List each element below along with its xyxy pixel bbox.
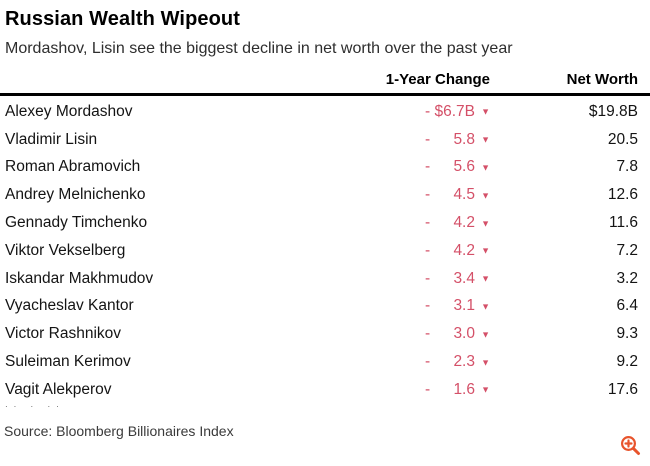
one-year-change-cell: - 3.0 ▼ (330, 325, 490, 343)
billionaire-name: Gennady Timchenko (5, 214, 148, 232)
column-header-1-year-change: 1-Year Change (385, 71, 490, 88)
net-worth-value: 9.3 (616, 325, 638, 343)
billionaire-name: Roman Abramovich (5, 158, 141, 176)
one-year-change-cell: - 1.6 ▼ (330, 381, 490, 399)
table-row: Vladimir Lisin - 5.8 ▼ 20.5 (5, 126, 638, 154)
change-value: 5.8 (453, 130, 475, 148)
change-minus-sign: - (425, 325, 431, 343)
billionaire-name: Andrey Melnichenko (5, 186, 146, 204)
net-worth-value: 7.2 (616, 241, 638, 259)
change-minus-sign: - (425, 380, 431, 398)
table-row: Gennady Timchenko - 4.2 ▼ 11.6 (5, 209, 638, 237)
column-header-net-worth: Net Worth (566, 71, 638, 88)
table-row: Suleiman Kerimov - 2.3 ▼ 9.2 (5, 348, 638, 376)
table-row: Viktor Vekselberg - 4.2 ▼ 7.2 (5, 237, 638, 265)
change-value: 3.1 (453, 297, 475, 315)
page-title: Russian Wealth Wipeout (5, 8, 241, 30)
change-value: 5.6 (453, 158, 475, 176)
page-subtitle: Mordashov, Lisin see the biggest decline… (5, 40, 513, 57)
one-year-change-cell: - 5.6 ▼ (330, 158, 490, 176)
change-minus-sign: - (425, 214, 431, 232)
one-year-change-cell: - $6.7B ▼ (330, 103, 490, 121)
change-value: 4.2 (453, 241, 475, 259)
billionaire-name: Iskandar Makhmudov (5, 269, 154, 287)
down-triangle-icon: ▼ (481, 301, 490, 312)
change-value: 3.4 (453, 269, 475, 287)
one-year-change-cell: - 2.3 ▼ (330, 353, 490, 371)
change-minus-sign: - (425, 102, 431, 120)
source-caption: Source: Bloomberg Billionaires Index (4, 422, 234, 439)
change-minus-sign: - (425, 158, 431, 176)
billionaire-name: Vladimir Lisin (5, 130, 98, 148)
down-triangle-icon: ▼ (481, 162, 490, 173)
table-row: Andrey Melnichenko - 4.5 ▼ 12.6 (5, 181, 638, 209)
zoom-in-button[interactable] (618, 433, 642, 457)
billionaire-name: Alexey Mordashov (5, 102, 133, 120)
one-year-change-cell: - 4.5 ▼ (330, 186, 490, 204)
change-value: 4.2 (453, 214, 475, 232)
net-worth-value: $19.8B (588, 102, 638, 120)
net-worth-value: 20.5 (607, 130, 638, 148)
down-triangle-icon: ▼ (481, 106, 490, 117)
table-row: Roman Abramovich - 5.6 ▼ 7.8 (5, 154, 638, 182)
table-row: Alexey Mordashov - $6.7B ▼ $19.8B (5, 98, 638, 126)
change-minus-sign: - (425, 297, 431, 315)
net-worth-value: 12.6 (607, 186, 638, 204)
one-year-change-cell: - 4.2 ▼ (330, 242, 490, 260)
table-header-row: 1-Year Change Net Worth (0, 71, 650, 96)
down-triangle-icon: ▼ (481, 357, 490, 368)
change-minus-sign: - (425, 269, 431, 287)
down-triangle-icon: ▼ (481, 329, 490, 340)
down-triangle-icon: ▼ (481, 218, 490, 229)
change-value: 3.0 (453, 325, 475, 343)
table-row: Iskandar Makhmudov - 3.4 ▼ 3.2 (5, 265, 638, 293)
down-triangle-icon: ▼ (481, 134, 490, 145)
down-triangle-icon: ▼ (481, 384, 490, 395)
down-triangle-icon: ▼ (481, 245, 490, 256)
one-year-change-cell: - 3.1 ▼ (330, 297, 490, 315)
billionaire-name: Suleiman Kerimov (5, 353, 131, 371)
down-triangle-icon: ▼ (481, 190, 490, 201)
billionaire-name: Victor Rashnikov (5, 325, 122, 343)
change-value: 2.3 (453, 353, 475, 371)
change-minus-sign: - (425, 186, 431, 204)
one-year-change-cell: - 5.8 ▼ (330, 131, 490, 149)
change-value: $6.7B (434, 102, 475, 120)
zoom-in-magnifier-icon (618, 433, 642, 457)
one-year-change-cell: - 4.2 ▼ (330, 214, 490, 232)
billionaire-name: Viktor Vekselberg (5, 241, 126, 259)
billionaire-name: Vyacheslav Kantor (5, 297, 134, 315)
table-body: Alexey Mordashov - $6.7B ▼ $19.8B Vladim… (0, 96, 650, 404)
change-minus-sign: - (425, 241, 431, 259)
net-worth-value: 7.8 (616, 158, 638, 176)
change-value: 1.6 (453, 380, 475, 398)
change-minus-sign: - (425, 353, 431, 371)
change-minus-sign: - (425, 130, 431, 148)
net-worth-value: 6.4 (616, 297, 638, 315)
net-worth-value: 11.6 (608, 214, 638, 232)
down-triangle-icon: ▼ (481, 273, 490, 284)
net-worth-value: 17.6 (607, 380, 638, 398)
one-year-change-cell: - 3.4 ▼ (330, 270, 490, 288)
table-row: Vagit Alekperov - 1.6 ▼ 17.6 (5, 376, 638, 404)
change-value: 4.5 (453, 186, 475, 204)
net-worth-value: 9.2 (616, 353, 638, 371)
clipped-next-row: ·· · ·· (5, 403, 65, 410)
table-row: Vyacheslav Kantor - 3.1 ▼ 6.4 (5, 293, 638, 321)
net-worth-value: 3.2 (616, 269, 638, 287)
table-row: Victor Rashnikov - 3.0 ▼ 9.3 (5, 320, 638, 348)
bloomberg-table-graphic: Russian Wealth Wipeout Mordashov, Lisin … (0, 8, 650, 466)
billionaire-name: Vagit Alekperov (5, 380, 112, 398)
